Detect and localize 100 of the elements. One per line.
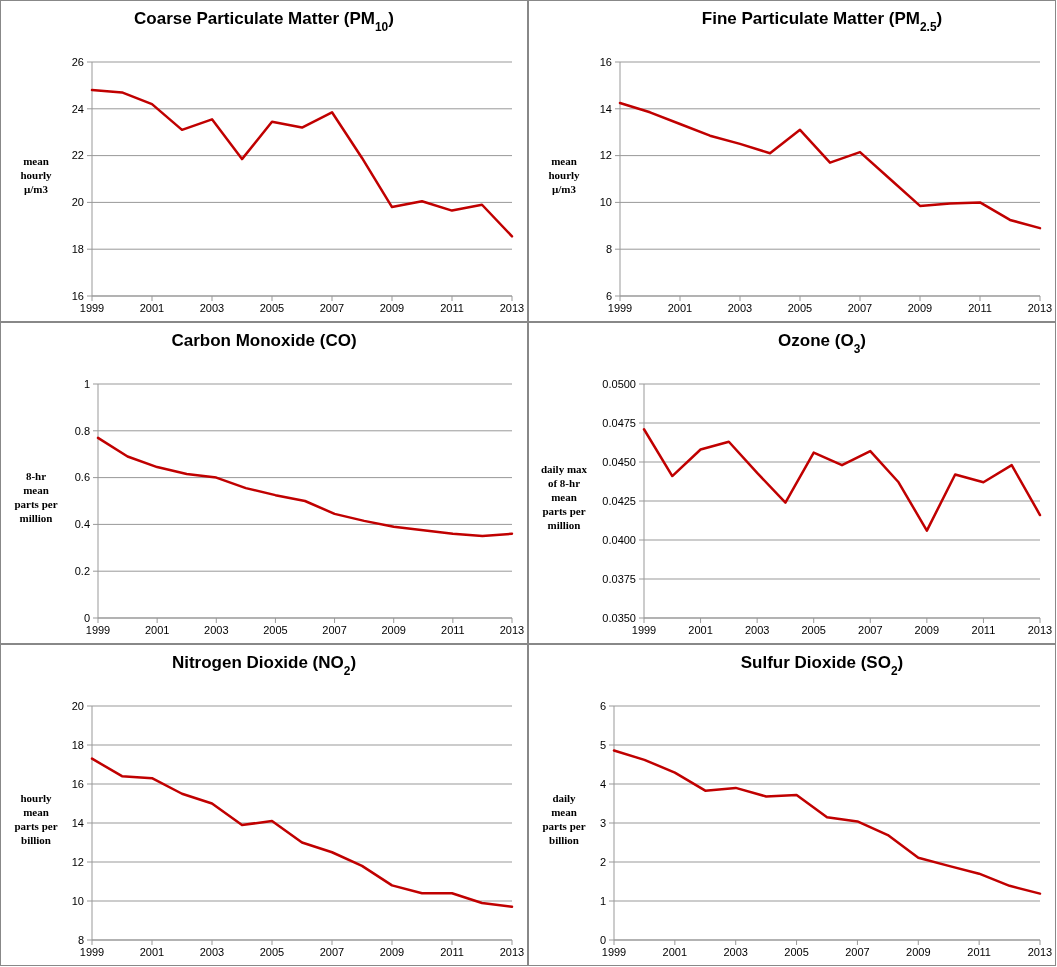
x-tick-label: 2003: [204, 624, 229, 636]
x-tick-label: 2007: [858, 624, 883, 636]
y-tick-label: 4: [599, 777, 606, 790]
x-tick-label: 2011: [440, 302, 464, 314]
x-tick-label: 1999: [79, 946, 105, 958]
y-tick-label: 0.0475: [602, 416, 636, 429]
line-series: [90, 88, 514, 238]
y-tick-label: 1: [599, 894, 606, 907]
x-tick-label: 2001: [662, 946, 688, 958]
y-axis-title: mean hourly µ/m3: [548, 155, 581, 195]
x-tick-label: 1999: [601, 946, 627, 958]
chart-title: Carbon Monoxide (CO): [171, 331, 357, 350]
x-tick-label: 2005: [263, 624, 288, 636]
x-tick-label: 2009: [907, 302, 933, 314]
x-tick-label: 2011: [968, 302, 992, 314]
chart-title: Ozone (O$_{3}$): [778, 331, 866, 356]
y-tick-label: 1: [83, 377, 90, 390]
x-tick-label: 2011: [971, 624, 996, 636]
y-tick-label: 12: [599, 149, 612, 162]
y-tick-label: 2: [599, 855, 606, 868]
x-tick-label: 2007: [319, 946, 345, 958]
x-tick-label: 2003: [199, 946, 225, 958]
x-tick-label: 2009: [379, 302, 405, 314]
x-tick-label: 2009: [914, 624, 940, 636]
y-tick-label: 16: [599, 55, 612, 68]
x-tick-label: 2001: [688, 624, 713, 636]
y-tick-label: 0.6: [74, 471, 90, 484]
x-tick-label: 2005: [784, 946, 809, 958]
x-tick-label: 2005: [787, 302, 813, 314]
x-tick-label: 2013: [499, 946, 525, 958]
y-tick-label: 0: [83, 611, 90, 624]
y-tick-label: 5: [599, 738, 606, 751]
y-tick-label: 14: [599, 102, 612, 115]
x-tick-label: 2013: [1027, 302, 1053, 314]
line-series: [96, 436, 514, 538]
y-tick-label: 18: [71, 738, 84, 751]
y-tick-label: 10: [71, 894, 84, 907]
x-tick-label: 2007: [847, 302, 873, 314]
x-tick-label: 1999: [631, 624, 657, 636]
x-tick-label: 2001: [144, 624, 170, 636]
y-tick-label: 10: [599, 196, 612, 209]
x-tick-label: 2003: [744, 624, 770, 636]
y-tick-label: 0.0375: [602, 572, 636, 585]
y-tick-label: 20: [71, 196, 84, 209]
y-tick-label: 3: [599, 816, 606, 829]
y-tick-label: 0.0450: [602, 455, 636, 468]
y-axis-title: hourly mean parts per billion: [14, 792, 58, 846]
x-tick-label: 2001: [667, 302, 693, 314]
y-tick-label: 16: [71, 777, 84, 790]
y-tick-label: 24: [71, 102, 84, 115]
y-tick-label: 0.0500: [602, 377, 636, 390]
y-tick-label: 16: [71, 289, 84, 302]
chart-title: Sulfur Dioxide (SO$_{2}$): [740, 653, 904, 678]
x-tick-label: 2011: [440, 946, 464, 958]
x-tick-label: 2013: [1027, 624, 1053, 636]
y-tick-label: 0.0400: [602, 533, 636, 546]
x-tick-label: 2003: [199, 302, 225, 314]
x-tick-label: 2013: [499, 624, 525, 636]
y-tick-label: 20: [71, 699, 84, 712]
y-axis-title: daily mean parts per billion: [542, 792, 586, 846]
x-tick-label: 2005: [259, 946, 285, 958]
chart-title: Nitrogen Dioxide (NO$_{2}$): [171, 653, 357, 678]
y-axis-title: mean hourly µ/m3: [20, 155, 53, 195]
y-tick-label: 26: [71, 55, 84, 68]
chart-title: Coarse Particulate Matter (PM$_{10}$): [134, 9, 394, 34]
y-tick-label: 22: [71, 149, 84, 162]
x-tick-label: 2001: [139, 302, 165, 314]
x-tick-label: 2001: [139, 946, 165, 958]
line-series: [618, 101, 1042, 230]
y-tick-label: 8: [605, 243, 612, 256]
y-tick-label: 6: [599, 699, 606, 712]
x-tick-label: 2007: [845, 946, 870, 958]
line-series: [612, 749, 1042, 895]
x-tick-label: 1999: [607, 302, 633, 314]
x-tick-label: 2003: [727, 302, 753, 314]
x-tick-label: 1999: [79, 302, 105, 314]
x-tick-label: 2013: [499, 302, 525, 314]
x-tick-label: 2011: [441, 624, 465, 636]
y-tick-label: 0.8: [74, 424, 90, 437]
line-series: [642, 427, 1042, 532]
y-tick-label: 6: [605, 289, 612, 302]
x-tick-label: 2013: [1027, 946, 1053, 958]
chart-title: Fine Particulate Matter (PM$_{2.5}$): [701, 9, 943, 34]
y-axis-title: 8-hr mean parts per million: [14, 470, 58, 524]
y-tick-label: 14: [71, 816, 84, 829]
x-tick-label: 2009: [381, 624, 406, 636]
x-tick-label: 2005: [259, 302, 285, 314]
y-tick-label: 18: [71, 243, 84, 256]
y-tick-label: 0.0350: [602, 611, 636, 624]
x-tick-label: 2007: [322, 624, 347, 636]
y-tick-label: 12: [71, 855, 84, 868]
y-tick-label: 0: [599, 933, 606, 946]
y-tick-label: 0.2: [74, 565, 90, 578]
line-series: [90, 757, 514, 909]
x-tick-label: 2011: [967, 946, 991, 958]
x-tick-label: 1999: [85, 624, 111, 636]
x-tick-label: 2005: [801, 624, 826, 636]
x-tick-label: 2003: [723, 946, 748, 958]
y-tick-label: 0.4: [74, 518, 90, 531]
y-axis-title: daily max of 8-hr mean parts per million: [540, 463, 588, 531]
